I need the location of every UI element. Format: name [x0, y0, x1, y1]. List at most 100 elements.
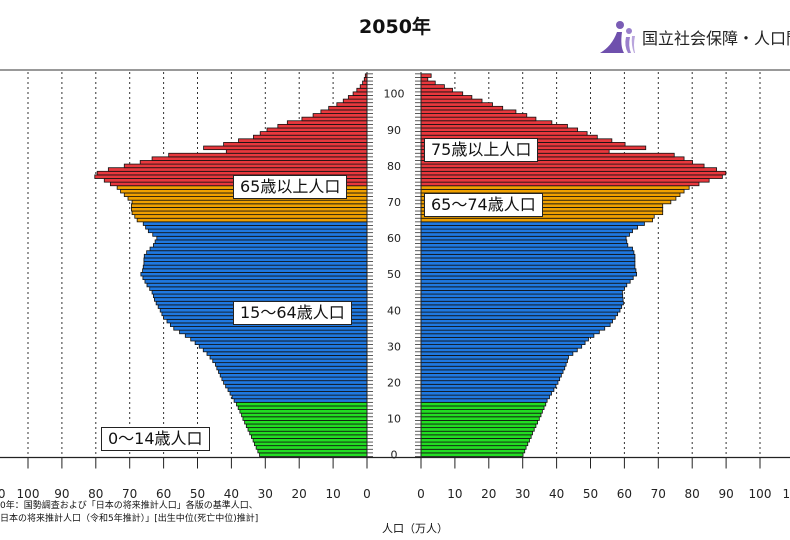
bar-male-age-83	[168, 152, 368, 158]
bar-female-age-89	[420, 131, 588, 136]
bar-female-age-90	[420, 127, 579, 132]
bar-female-age-96	[420, 105, 504, 111]
x-tick-label-left: 10	[325, 487, 340, 501]
bar-female-age-58	[420, 243, 629, 248]
bar-female-age-25	[420, 362, 567, 367]
bar-female-age-62	[420, 228, 633, 234]
bar-female-age-27	[420, 355, 569, 360]
bar-male-age-7	[247, 427, 368, 432]
bar-male-age-16	[231, 394, 368, 400]
bar-male-age-11	[241, 412, 368, 418]
bar-female-age-94	[420, 113, 528, 118]
bar-female-age-56	[420, 250, 635, 255]
bar-male-age-60	[156, 235, 368, 241]
bar-female-age-54	[420, 257, 636, 262]
bar-female-age-97	[420, 102, 493, 107]
bar-female-age-18	[420, 387, 555, 392]
bar-female-age-5	[420, 434, 532, 439]
bar-male-age-65	[136, 217, 368, 223]
y-tick-label: 40	[387, 304, 401, 317]
bar-male-age-28	[206, 351, 368, 356]
bar-male-age-33	[184, 333, 368, 338]
bar-female-age-102	[420, 84, 445, 89]
bar-female-age-40	[420, 308, 621, 313]
bar-male-age-70	[131, 199, 368, 205]
bar-male-age-18	[227, 387, 368, 392]
bar-male-age-14	[236, 401, 368, 407]
y-tick-label: 80	[387, 160, 401, 173]
bar-male-age-80	[123, 163, 368, 169]
bar-female-age-31	[420, 340, 586, 345]
label-75plus-right: 75歳以上人口	[424, 138, 539, 162]
bar-male-age-29	[202, 347, 368, 353]
y-tick-label: 30	[387, 340, 401, 353]
bar-male-age-8	[245, 423, 368, 429]
bar-female-age-22	[420, 373, 562, 378]
bar-male-age-27	[209, 355, 368, 360]
bar-male-age-96	[328, 105, 368, 111]
x-tick-label-right: 0	[417, 487, 425, 501]
x-tick-label-left: 70	[122, 487, 137, 501]
bar-female-age-101	[420, 87, 453, 93]
bar-male-age-86	[223, 142, 368, 147]
bar-female-age-46	[420, 286, 625, 291]
bar-female-age-43	[420, 297, 624, 302]
bar-female-age-26	[420, 358, 568, 364]
bar-male-age-101	[356, 87, 368, 93]
y-tick-label: 10	[387, 413, 401, 426]
bar-female-age-80	[420, 163, 705, 169]
bar-male-age-34	[179, 329, 368, 335]
x-tick-label-left: 60	[156, 487, 171, 501]
bar-male-age-91	[277, 123, 368, 129]
bar-female-age-11	[420, 412, 542, 418]
x-tick-label-right: 40	[549, 487, 564, 501]
bar-female-age-91	[420, 123, 568, 129]
x-tick-label-left: 40	[224, 487, 239, 501]
y-tick-label: 20	[387, 376, 401, 389]
bar-female-age-42	[420, 300, 624, 306]
bar-female-age-55	[420, 253, 636, 259]
x-tick-label-right: 50	[583, 487, 598, 501]
bar-male-age-62	[147, 228, 368, 234]
bar-male-age-15	[233, 398, 368, 403]
x-tick-label-left: 50	[190, 487, 205, 501]
x-tick-label-left: 20	[292, 487, 307, 501]
bar-male-age-20	[223, 380, 368, 385]
label-15-64-left: 15〜64歳人口	[233, 301, 352, 325]
bar-female-age-10	[420, 416, 540, 421]
bar-male-age-21	[221, 376, 368, 382]
bar-female-age-60	[420, 235, 627, 241]
bar-female-age-3	[420, 441, 529, 447]
x-tick-label-right: 110	[782, 487, 790, 501]
x-tick-label-right: 60	[617, 487, 632, 501]
bar-female-age-75	[420, 181, 700, 187]
bar-female-age-29	[420, 347, 578, 353]
label-65plus-left: 65歳以上人口	[233, 175, 348, 199]
bar-male-age-22	[219, 373, 368, 378]
bar-male-age-61	[152, 232, 368, 237]
bar-female-age-36	[420, 322, 611, 327]
bar-male-age-23	[218, 369, 368, 374]
x-tick-label-left: 0	[363, 487, 371, 501]
y-tick-label: 60	[387, 232, 401, 245]
bar-male-age-53	[143, 261, 368, 266]
x-tick-label-left: 100	[17, 487, 40, 501]
x-axis-label: 人口（万人）	[382, 522, 448, 535]
x-tick-label-left: 110	[0, 487, 6, 501]
bar-male-age-93	[301, 116, 368, 122]
bar-male-age-25	[215, 362, 368, 367]
bar-male-age-30	[198, 344, 368, 349]
bar-male-age-57	[149, 246, 368, 252]
logo-figure-icon	[600, 21, 635, 53]
bar-female-age-15	[420, 398, 548, 403]
bar-male-age-47	[146, 282, 368, 288]
bar-male-age-59	[154, 239, 368, 244]
bar-female-age-79	[420, 167, 718, 172]
bar-female-age-99	[420, 95, 473, 100]
bar-female-age-20	[420, 380, 559, 385]
bar-female-age-28	[420, 351, 574, 356]
bar-female-age-9	[420, 419, 539, 425]
bar-male-age-49	[142, 275, 368, 281]
bar-male-age-17	[229, 391, 368, 396]
